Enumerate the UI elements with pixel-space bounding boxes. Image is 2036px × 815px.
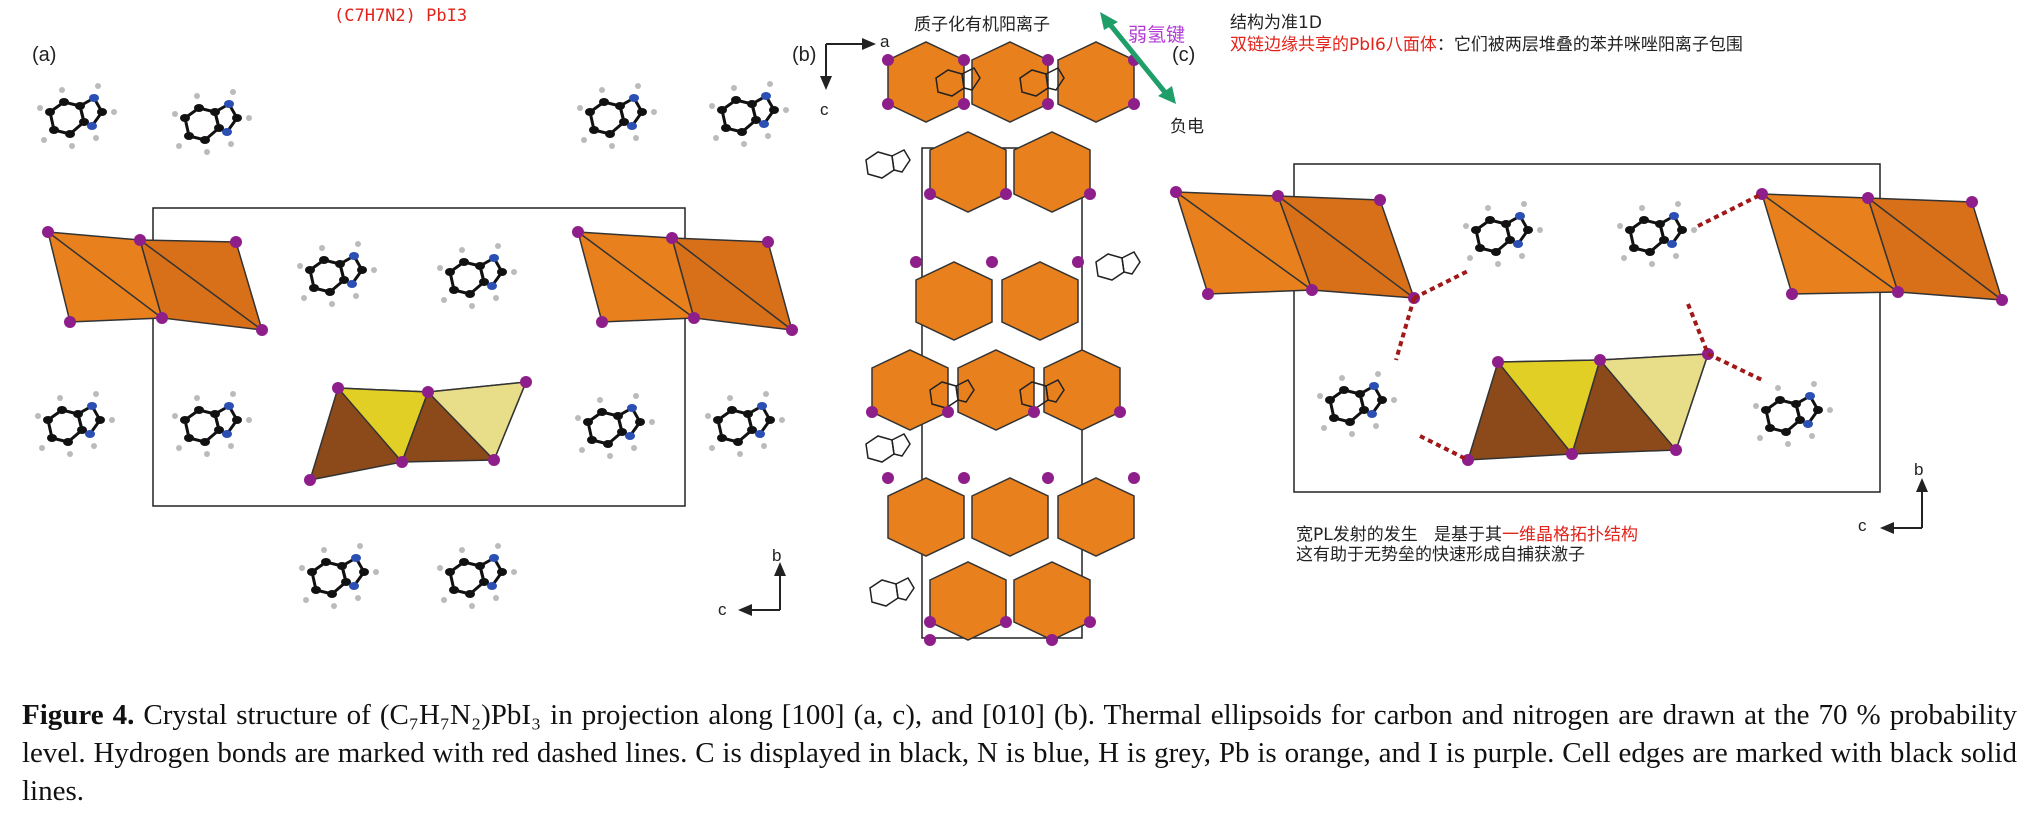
panel-c-axis-b: b [1914, 460, 1924, 479]
pl-annotation-line1: 宽PL发射的发生 是基于其一维晶格拓扑结构 [1296, 525, 1638, 545]
figure-caption: Figure 4. Crystal structure of (C₇H₇N₂)P… [22, 696, 2017, 810]
cation-annotation: 质子化有机阳离子 [914, 15, 1050, 35]
weak-bond-annotation: 弱氢键 [1128, 24, 1186, 46]
weak-bond-arrow-icon [1100, 12, 1176, 104]
negative-annotation: 负电 [1170, 117, 1204, 137]
panel-c-label: (c) [1172, 44, 1196, 66]
caption-lead: Figure 4. [22, 699, 135, 731]
panel-c-axis-c: c [1858, 516, 1867, 535]
panel-a-label: (a) [32, 44, 57, 66]
panel-b-label: (b) [792, 44, 817, 66]
panel-a-axis-b: b [772, 546, 782, 565]
quasi-1d-annotation: 结构为准1D [1230, 13, 1322, 33]
panel-c-structure [1170, 163, 2008, 534]
pl-annotation-line2: 这有助于无势垒的快速形成自捕获激子 [1296, 545, 1585, 565]
panel-b-axis-c: c [820, 100, 829, 119]
octahedra-annotation: 双链边缘共享的PbI6八面体：它们被两层堆叠的苯并咪唑阳离子包围 [1230, 35, 1743, 55]
panel-a-axis-c: c [718, 600, 727, 619]
panel-a-structure [33, 79, 798, 616]
panel-b-structure [820, 38, 1141, 646]
panel-b-axis-a: a [880, 32, 890, 51]
caption-text: Crystal structure of (C₇H₇N₂)PbI₃ in pro… [22, 699, 2017, 807]
formula-label: (C7H7N2) PbI3 [334, 6, 468, 26]
